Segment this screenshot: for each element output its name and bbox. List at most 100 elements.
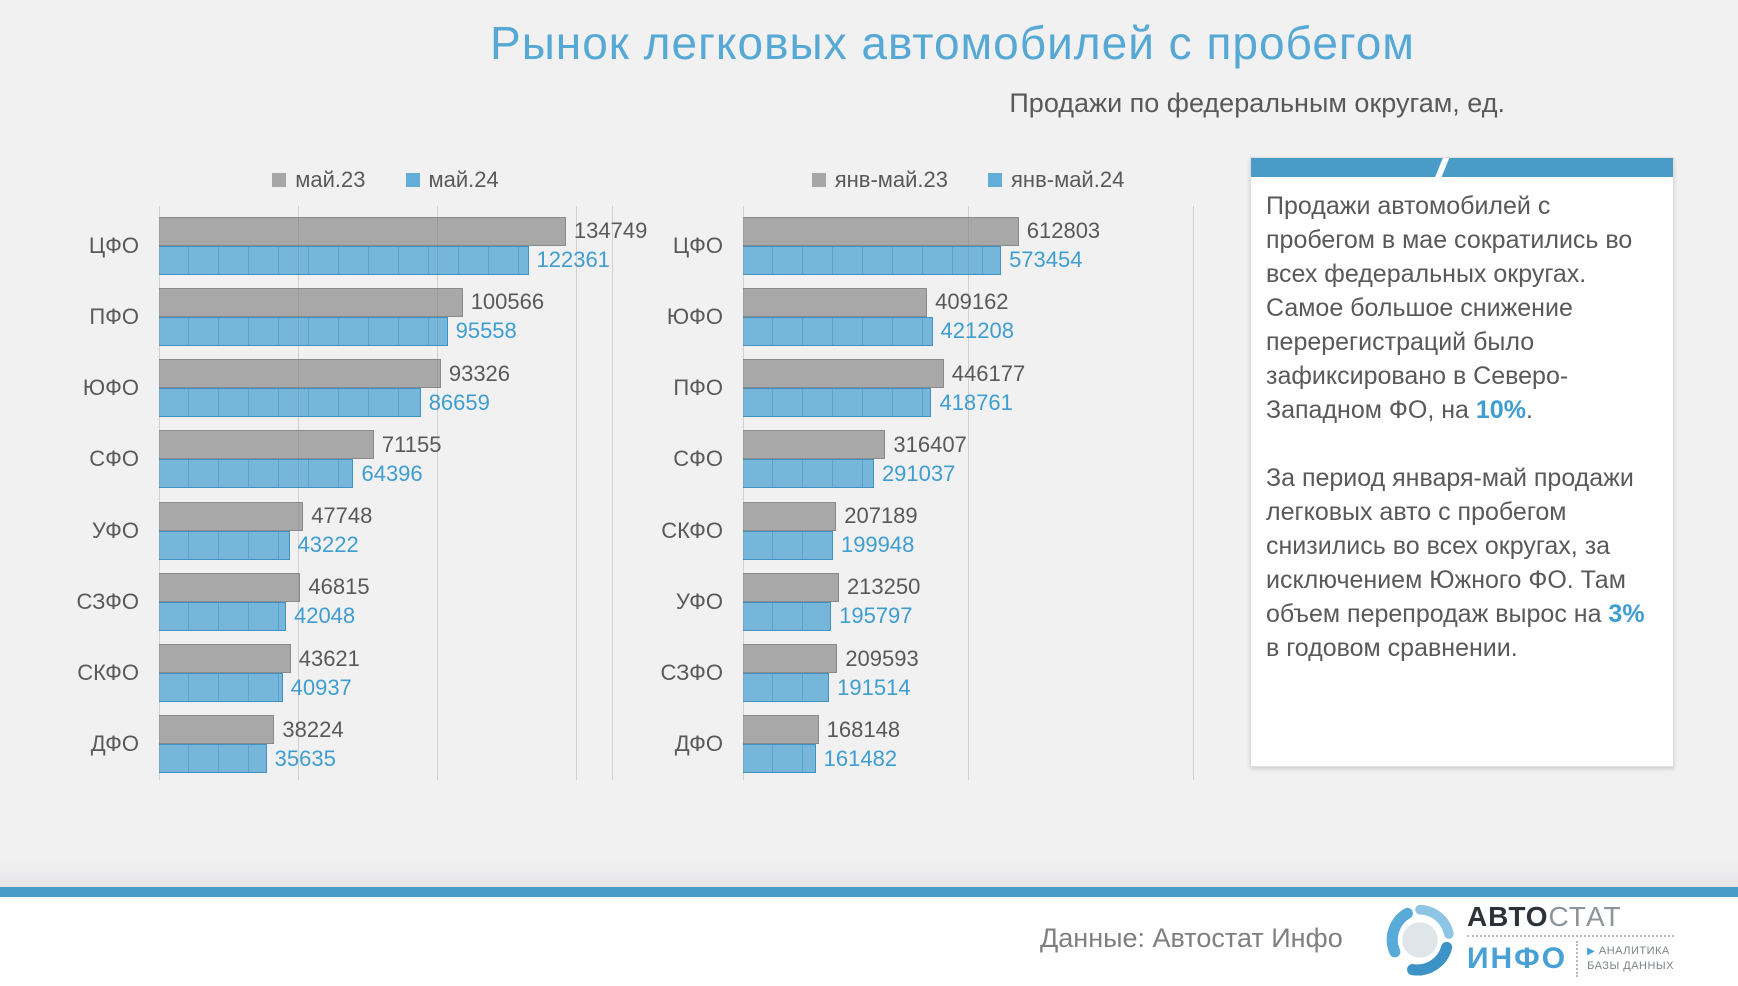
value-label: 71155 (381, 431, 442, 457)
value-label: 47748 (311, 503, 373, 529)
bar-янв-май.23: 213250 (743, 572, 920, 602)
bar-май.23: 47748 (159, 501, 372, 531)
gridline (612, 206, 613, 780)
gridline (298, 206, 300, 780)
bar-янв-май.24: 573454 (743, 245, 1082, 275)
legend-swatch (988, 173, 1002, 187)
paragraph-text: в годовом сравнении. (1266, 634, 1518, 662)
legend-label: янв-май.23 (834, 167, 948, 192)
value-label: 199948 (840, 532, 915, 558)
bar-май.23: 100566 (159, 287, 544, 317)
chart-row: 446177 418761 (743, 353, 1193, 424)
gridline (159, 206, 160, 780)
gridline (968, 206, 969, 780)
bar-янв-май.24: 421208 (743, 316, 1014, 346)
value-label: 316407 (893, 431, 967, 457)
gridline (743, 206, 744, 780)
plot-area: 134749 122361 100566 95558 93326 86659 71155 64… (159, 206, 647, 780)
bar-май.24: 42048 (159, 601, 355, 631)
logo-tag-databases: БАЗЫ ДАННЫХ (1587, 960, 1674, 972)
bar-янв-май.24: 195797 (743, 601, 913, 631)
bottom-accent-stripe (0, 887, 1738, 897)
chart-row: 38224 35635 (159, 709, 612, 780)
bar-май.24: 35635 (159, 744, 336, 774)
value-label: 42048 (293, 603, 356, 629)
chart-legend: янв-май.23 янв-май.24 (743, 150, 1193, 210)
value-label: 291037 (881, 460, 956, 486)
category-label: СКФО (77, 660, 139, 686)
category-label: ЮФО (666, 303, 723, 329)
bar-янв-май.23: 612803 (743, 216, 1100, 246)
category-label: ЮФО (82, 375, 139, 401)
chart-row: 168148 161482 (743, 709, 1193, 780)
value-label: 43222 (297, 532, 359, 558)
category-label: УФО (91, 517, 139, 543)
logo-line1: АВТОСТАТ (1467, 903, 1674, 931)
commentary-text: Продажи автомобилей с пробегом в мае сок… (1251, 177, 1673, 665)
bar-май.23: 46815 (159, 572, 370, 602)
category-label: ЦФО (88, 232, 139, 258)
chart-cumulative: янв-май.23 янв-май.24 ЦФО ЮФО ПФО СФО СКФО УФО… (615, 150, 1194, 780)
legend-item: май.24 (405, 167, 499, 193)
bar-май.24: 64396 (159, 459, 423, 489)
value-label: 168148 (826, 716, 901, 742)
bar-янв-май.24: 291037 (743, 459, 955, 489)
logo-avto: АВТО (1466, 901, 1549, 932)
value-label: 161482 (823, 745, 898, 771)
autostat-logo: АВТОСТАТ ИНФО ▶ АНАЛИТИКА БАЗЫ ДАННЫХ (1383, 903, 1674, 977)
paragraph-text: За период января-май продажи легковых ав… (1266, 464, 1634, 628)
category-label: СКФО (661, 517, 723, 543)
paragraph-text: Продажи автомобилей с пробегом в мае сок… (1266, 192, 1633, 424)
bar-янв-май.24: 418761 (743, 388, 1013, 418)
category-label: ДФО (90, 731, 139, 757)
legend-swatch (405, 173, 420, 187)
value-label: 40937 (290, 674, 352, 700)
chart-row: 100566 95558 (159, 281, 612, 352)
bar-май.23: 38224 (159, 715, 344, 745)
logo-line2: ИНФО ▶ АНАЛИТИКА БАЗЫ ДАННЫХ (1467, 941, 1674, 977)
gridline (576, 206, 578, 780)
chart-row: 134749 122361 (159, 210, 647, 281)
chart-row: 47748 43222 (159, 495, 612, 566)
category-label: ПФО (89, 303, 139, 329)
value-label: 446177 (951, 360, 1026, 386)
value-label: 213250 (846, 574, 921, 600)
legend-item: янв-май.23 (811, 167, 948, 193)
chart-row: 46815 42048 (159, 566, 612, 637)
value-label: 209593 (845, 645, 919, 671)
value-label: 95558 (455, 318, 517, 344)
commentary-paragraph: За период января-май продажи легковых ав… (1266, 461, 1658, 665)
value-label: 46815 (308, 574, 370, 600)
value-label: 409162 (935, 289, 1009, 315)
legend-item: май.23 (272, 167, 366, 193)
value-label: 100566 (470, 289, 545, 315)
logo-tagline: ▶ АНАЛИТИКА БАЗЫ ДАННЫХ (1587, 944, 1674, 974)
logo-vertical-divider (1576, 941, 1579, 977)
bar-май.24: 86659 (159, 388, 490, 418)
value-label: 573454 (1009, 247, 1083, 273)
bottom-fade (0, 858, 1738, 887)
highlighted-percentage: 10% (1475, 396, 1526, 424)
category-axis: ЦФО ЮФО ПФО СФО СКФО УФО СЗФО ДФО (615, 210, 743, 780)
category-label: СЗФО (76, 588, 139, 614)
bar-май.23: 134749 (159, 216, 647, 246)
card-header-bar (1251, 158, 1673, 177)
logo-stat: СТАТ (1548, 901, 1622, 932)
category-axis: ЦФО ПФО ЮФО СФО УФО СЗФО СКФО ДФО (59, 210, 159, 780)
category-label: ЦФО (672, 232, 723, 258)
value-label: 191514 (837, 674, 911, 700)
logo-info: ИНФО (1466, 942, 1568, 975)
bar-янв-май.24: 191514 (743, 673, 911, 703)
paragraph-text: . (1525, 396, 1533, 424)
triangle-icon: ▶ (1587, 946, 1596, 958)
page-subtitle: Продажи по федеральным округам, ед. (1009, 88, 1505, 118)
category-label: СФО (89, 446, 139, 472)
chart-row: 43621 40937 (159, 638, 612, 709)
chart-row: 409162 421208 (743, 281, 1193, 352)
value-label: 64396 (361, 460, 423, 486)
value-label: 38224 (282, 716, 344, 742)
chart-row: 316407 291037 (743, 424, 1193, 495)
logo-dotted-divider (1466, 935, 1674, 937)
chart-row: 93326 86659 (159, 353, 612, 424)
bar-янв-май.23: 316407 (743, 430, 967, 460)
